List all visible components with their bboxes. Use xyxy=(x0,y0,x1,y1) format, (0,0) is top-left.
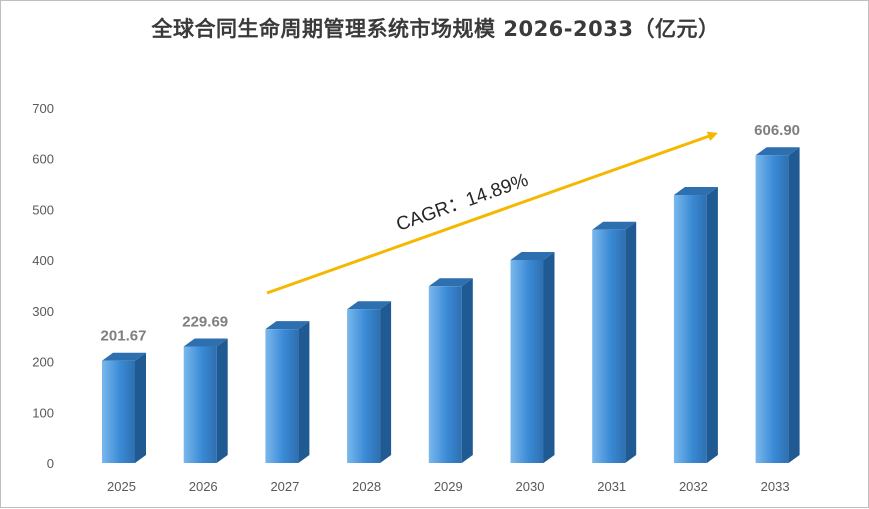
bar-side-face xyxy=(135,352,146,463)
data-labels: 201.67 229.69 606.90 xyxy=(101,122,800,345)
chart-title: 全球合同生命周期管理系统市场规模 2026-2033（亿元） xyxy=(151,17,720,41)
bar-side-face xyxy=(380,301,392,463)
x-tick-label: 2028 xyxy=(352,479,381,494)
bar xyxy=(428,278,473,463)
x-tick-label: 2027 xyxy=(270,479,299,494)
y-tick-label: 100 xyxy=(32,405,54,420)
cagr-arrow xyxy=(266,131,718,295)
x-tick-label: 2029 xyxy=(434,479,463,494)
bar-side-face xyxy=(543,251,555,463)
bar-front-face xyxy=(673,195,707,464)
bar-top-face xyxy=(102,352,146,361)
bar-top-face xyxy=(183,338,228,347)
bar-side-face xyxy=(298,321,310,463)
bar-front-face xyxy=(755,155,789,463)
y-tick-label: 500 xyxy=(32,202,54,217)
bar xyxy=(347,301,392,463)
data-label: 606.90 xyxy=(754,122,800,139)
y-tick-label: 0 xyxy=(47,456,54,471)
bar-top-face xyxy=(755,147,800,156)
bar xyxy=(183,338,228,463)
bar-side-face xyxy=(216,338,228,463)
x-axis: 2025 2026 2027 2028 2029 2030 2031 2032 2033 xyxy=(107,479,790,494)
y-axis: 0 100 200 300 400 500 600 700 xyxy=(32,101,54,471)
y-tick-label: 400 xyxy=(32,253,54,268)
bar-top-face xyxy=(510,251,555,260)
data-label: 201.67 xyxy=(101,328,147,345)
bar-front-face xyxy=(102,360,135,463)
bar xyxy=(265,321,310,463)
bar-front-face xyxy=(265,329,299,463)
bar-top-face xyxy=(265,321,310,330)
bar-top-face xyxy=(673,187,718,196)
bar-side-face xyxy=(625,221,637,463)
y-tick-label: 600 xyxy=(32,152,54,167)
bar-front-face xyxy=(510,259,544,463)
bar-side-face xyxy=(706,187,718,464)
bar-front-face xyxy=(428,286,462,463)
bar xyxy=(510,251,555,463)
x-tick-label: 2033 xyxy=(761,479,790,494)
y-tick-label: 700 xyxy=(32,101,54,116)
x-tick-label: 2026 xyxy=(189,479,218,494)
bar-front-face xyxy=(183,346,217,463)
y-tick-label: 300 xyxy=(32,304,54,319)
data-label: 229.69 xyxy=(182,314,228,331)
x-tick-label: 2032 xyxy=(679,479,708,494)
bar xyxy=(673,187,718,464)
bar-side-face xyxy=(788,147,800,463)
x-tick-label: 2030 xyxy=(516,479,545,494)
bar-top-face xyxy=(347,301,392,310)
bar-front-face xyxy=(347,309,381,463)
bar-series xyxy=(102,147,800,464)
y-tick-label: 200 xyxy=(32,355,54,370)
x-tick-label: 2031 xyxy=(597,479,626,494)
cagr-annotation: CAGR：14.89% xyxy=(266,131,718,295)
bar xyxy=(592,221,637,463)
bar xyxy=(102,352,146,463)
bar-side-face xyxy=(461,278,473,463)
cagr-label: CAGR：14.89% xyxy=(394,170,532,236)
bar-front-face xyxy=(592,229,626,463)
bar-top-face xyxy=(592,221,637,230)
bar-top-face xyxy=(428,278,473,287)
x-tick-label: 2025 xyxy=(107,479,136,494)
bar xyxy=(755,147,800,463)
